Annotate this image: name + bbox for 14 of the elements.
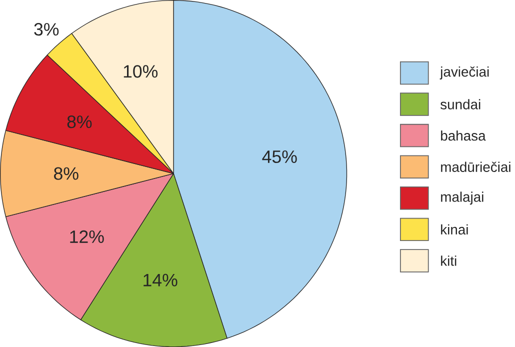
legend-label: madūriečiai (441, 162, 510, 172)
legend-label: kinai (441, 224, 468, 234)
legend-label: sundai (440, 99, 480, 110)
data-label: 45% (262, 150, 297, 163)
data-label: 8% (54, 167, 78, 180)
data-label: 14% (144, 274, 178, 286)
data-label: 12% (70, 230, 104, 243)
data-label: 3% (34, 22, 59, 36)
legend-label: bahasa (441, 130, 486, 141)
legend-label: javiečiai (440, 66, 489, 80)
legend-label: kiti (441, 256, 456, 266)
legend-label: malajai (441, 192, 484, 205)
data-label: 8% (67, 115, 92, 128)
data-label: 10% (124, 65, 158, 78)
